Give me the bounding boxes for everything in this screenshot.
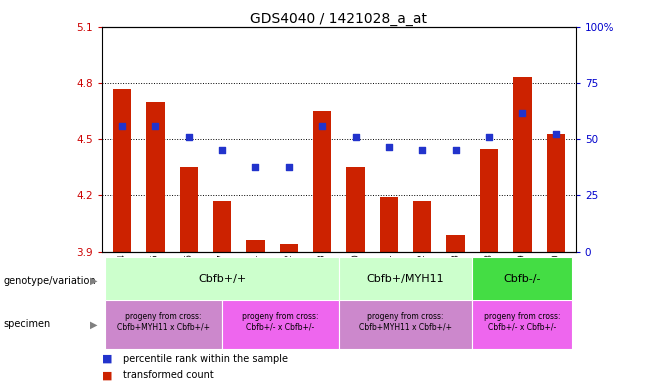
Point bbox=[417, 147, 428, 154]
Bar bbox=[105, 300, 222, 349]
Point bbox=[384, 144, 394, 150]
Text: Cbfb+/+: Cbfb+/+ bbox=[198, 274, 246, 285]
Point bbox=[484, 134, 494, 141]
Text: ▶: ▶ bbox=[90, 276, 97, 286]
Bar bbox=[472, 257, 572, 301]
Bar bbox=[380, 197, 398, 252]
Text: progeny from cross:
Cbfb+MYH11 x Cbfb+/+: progeny from cross: Cbfb+MYH11 x Cbfb+/+ bbox=[359, 312, 452, 332]
Point bbox=[184, 134, 194, 141]
Point bbox=[517, 110, 528, 116]
Bar bbox=[346, 167, 365, 252]
Bar bbox=[222, 300, 339, 349]
Bar bbox=[472, 300, 572, 349]
Bar bbox=[513, 78, 532, 252]
Point bbox=[317, 123, 328, 129]
Bar bbox=[547, 134, 565, 252]
Text: ■: ■ bbox=[102, 370, 113, 380]
Point bbox=[450, 147, 461, 154]
Bar bbox=[480, 149, 498, 252]
Text: genotype/variation: genotype/variation bbox=[3, 276, 96, 286]
Point bbox=[250, 164, 261, 170]
Bar bbox=[447, 235, 465, 252]
Bar bbox=[413, 201, 432, 252]
Point bbox=[551, 131, 561, 137]
Text: Cbfb-/-: Cbfb-/- bbox=[503, 274, 541, 285]
Bar bbox=[246, 240, 265, 252]
Title: GDS4040 / 1421028_a_at: GDS4040 / 1421028_a_at bbox=[251, 12, 427, 26]
Text: specimen: specimen bbox=[3, 319, 51, 329]
Point bbox=[284, 164, 294, 170]
Bar bbox=[339, 300, 472, 349]
Text: progeny from cross:
Cbfb+/- x Cbfb+/-: progeny from cross: Cbfb+/- x Cbfb+/- bbox=[484, 312, 561, 332]
Point bbox=[150, 123, 161, 129]
Bar bbox=[113, 89, 131, 252]
Text: progeny from cross:
Cbfb+/- x Cbfb+/-: progeny from cross: Cbfb+/- x Cbfb+/- bbox=[242, 312, 318, 332]
Bar bbox=[180, 167, 198, 252]
Point bbox=[217, 147, 228, 154]
Text: percentile rank within the sample: percentile rank within the sample bbox=[123, 354, 288, 364]
Text: progeny from cross:
Cbfb+MYH11 x Cbfb+/+: progeny from cross: Cbfb+MYH11 x Cbfb+/+ bbox=[117, 312, 210, 332]
Text: Cbfb+/MYH11: Cbfb+/MYH11 bbox=[367, 274, 444, 285]
Text: ▶: ▶ bbox=[90, 319, 97, 329]
Bar bbox=[313, 111, 332, 252]
Bar bbox=[105, 257, 339, 301]
Bar bbox=[339, 257, 472, 301]
Text: transformed count: transformed count bbox=[123, 370, 214, 380]
Point bbox=[116, 123, 127, 129]
Text: ■: ■ bbox=[102, 354, 113, 364]
Bar bbox=[213, 201, 231, 252]
Bar bbox=[280, 244, 298, 252]
Bar bbox=[146, 102, 164, 252]
Point bbox=[350, 134, 361, 141]
